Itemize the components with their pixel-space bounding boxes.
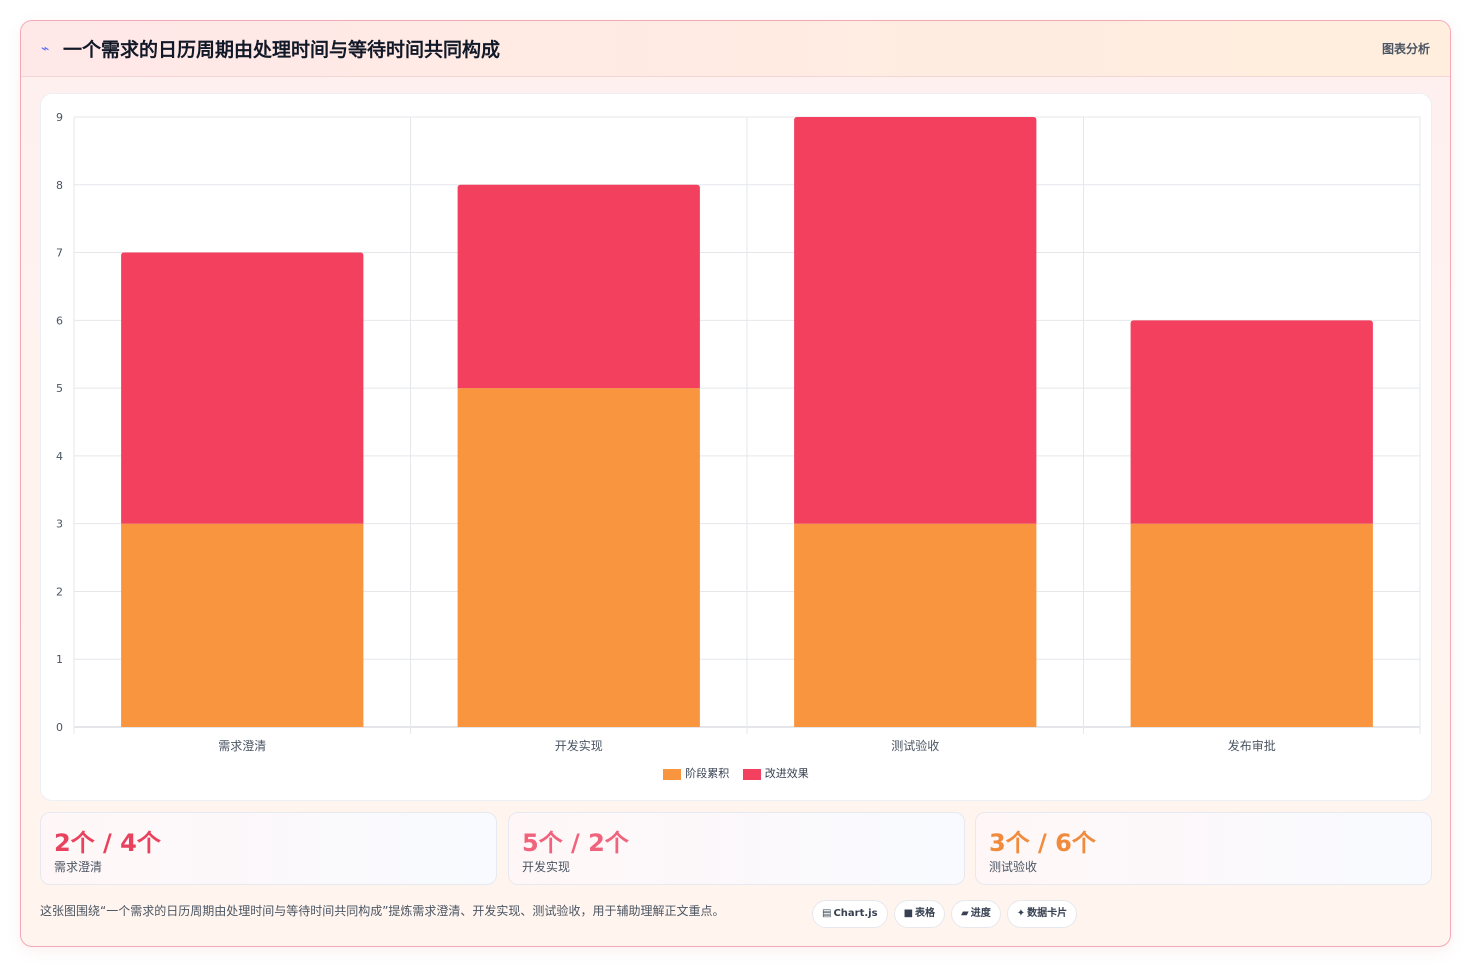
bar-1 — [1130, 523, 1373, 727]
stat-label: 开发实现 — [522, 860, 571, 874]
chart-description: 这张图围绕“一个需求的日历周期由处理时间与等待时间共同构成”提炼需求澄清、开发实… — [40, 904, 725, 918]
y-tick-label: 1 — [56, 653, 63, 666]
lightning-icon: ⌁ — [41, 41, 50, 57]
chip-data-card[interactable]: ✦ 数据卡片 — [1006, 900, 1078, 928]
x-tick-label: 开发实现 — [555, 738, 603, 753]
stat-value: 5个 / 2个 — [522, 829, 629, 857]
card-header: ⌁ 一个需求的日历周期由处理时间与等待时间共同构成 图表分析 — [21, 21, 1450, 77]
chip-label: 数据卡片 — [1027, 908, 1068, 919]
y-tick-label: 9 — [56, 111, 63, 124]
progress-icon: ▰ — [961, 908, 969, 919]
page-title: 一个需求的日历周期由处理时间与等待时间共同构成 — [63, 39, 501, 61]
bar-2 — [1130, 320, 1373, 524]
chart-analysis-tag[interactable]: 图表分析 — [1381, 42, 1430, 56]
legend-item-series-1[interactable]: 阶段累积 — [663, 765, 729, 781]
sparkle-icon: ✦ — [1016, 908, 1026, 919]
chip-table[interactable]: ■ 表格 — [893, 900, 946, 928]
stat-card: 2个 / 4个 需求澄清 — [40, 812, 497, 885]
x-tick-label: 测试验收 — [891, 738, 939, 753]
bar-2 — [457, 184, 700, 389]
stat-value: 2个 / 4个 — [54, 829, 161, 857]
bar-1 — [457, 388, 700, 727]
bar-2 — [121, 252, 364, 524]
y-tick-label: 3 — [56, 518, 63, 531]
chip-label: 表格 — [915, 908, 936, 919]
stat-card: 3个 / 6个 测试验收 — [975, 812, 1432, 885]
x-tick-label: 需求澄清 — [218, 738, 266, 753]
legend-label-series-2: 改进效果 — [764, 767, 809, 780]
y-tick-label: 4 — [56, 450, 63, 463]
stat-label: 测试验收 — [989, 860, 1038, 874]
legend-swatch-series-2 — [742, 768, 761, 780]
x-tick-label: 发布审批 — [1228, 738, 1276, 753]
chip-progress[interactable]: ▰ 进度 — [951, 900, 1001, 928]
bar-2 — [794, 117, 1037, 524]
y-tick-label: 8 — [56, 179, 63, 192]
legend-item-series-2[interactable]: 改进效果 — [742, 765, 809, 781]
stat-card: 5个 / 2个 开发实现 — [508, 812, 965, 885]
bar-1 — [794, 523, 1037, 727]
chart-card: ⌁ 一个需求的日历周期由处理时间与等待时间共同构成 图表分析 0 1 2 3 4 5 6 7 8… — [20, 20, 1451, 947]
stat-value: 3个 / 6个 — [989, 829, 1096, 857]
chip-chartjs[interactable]: ▤ Chart.js — [812, 900, 888, 928]
y-tick-label: 6 — [56, 314, 63, 327]
chart-icon: ▤ — [822, 908, 832, 919]
chart-legend: 阶段累积 改进效果 — [41, 765, 1431, 781]
legend-label-series-1: 阶段累积 — [685, 767, 730, 780]
stat-cards: 2个 / 4个 需求澄清 5个 / 2个 开发实现 3个 / 6个 测试验收 — [40, 812, 1432, 885]
stat-label: 需求澄清 — [54, 860, 103, 874]
legend-swatch-series-1 — [663, 768, 682, 780]
table-icon: ■ — [903, 908, 914, 919]
chip-label: 进度 — [970, 908, 991, 919]
stacked-bar-chart: 0 1 2 3 4 5 6 7 8 9 需求澄清 开发实现 测试验收 发布审批 — [56, 111, 1421, 753]
chart-container: 0 1 2 3 4 5 6 7 8 9 需求澄清 开发实现 测试验收 发布审批 阶段累积 改进效果 — [40, 93, 1432, 801]
y-tick-label: 7 — [56, 247, 63, 260]
y-tick-label: 0 — [56, 721, 63, 734]
chip-label: Chart.js — [833, 908, 878, 919]
y-tick-label: 2 — [56, 585, 63, 598]
y-tick-label: 5 — [56, 382, 63, 395]
bar-1 — [121, 523, 364, 727]
feature-chips: ▤ Chart.js ■ 表格 ▰ 进度 ✦ 数据卡片 — [812, 900, 1083, 928]
